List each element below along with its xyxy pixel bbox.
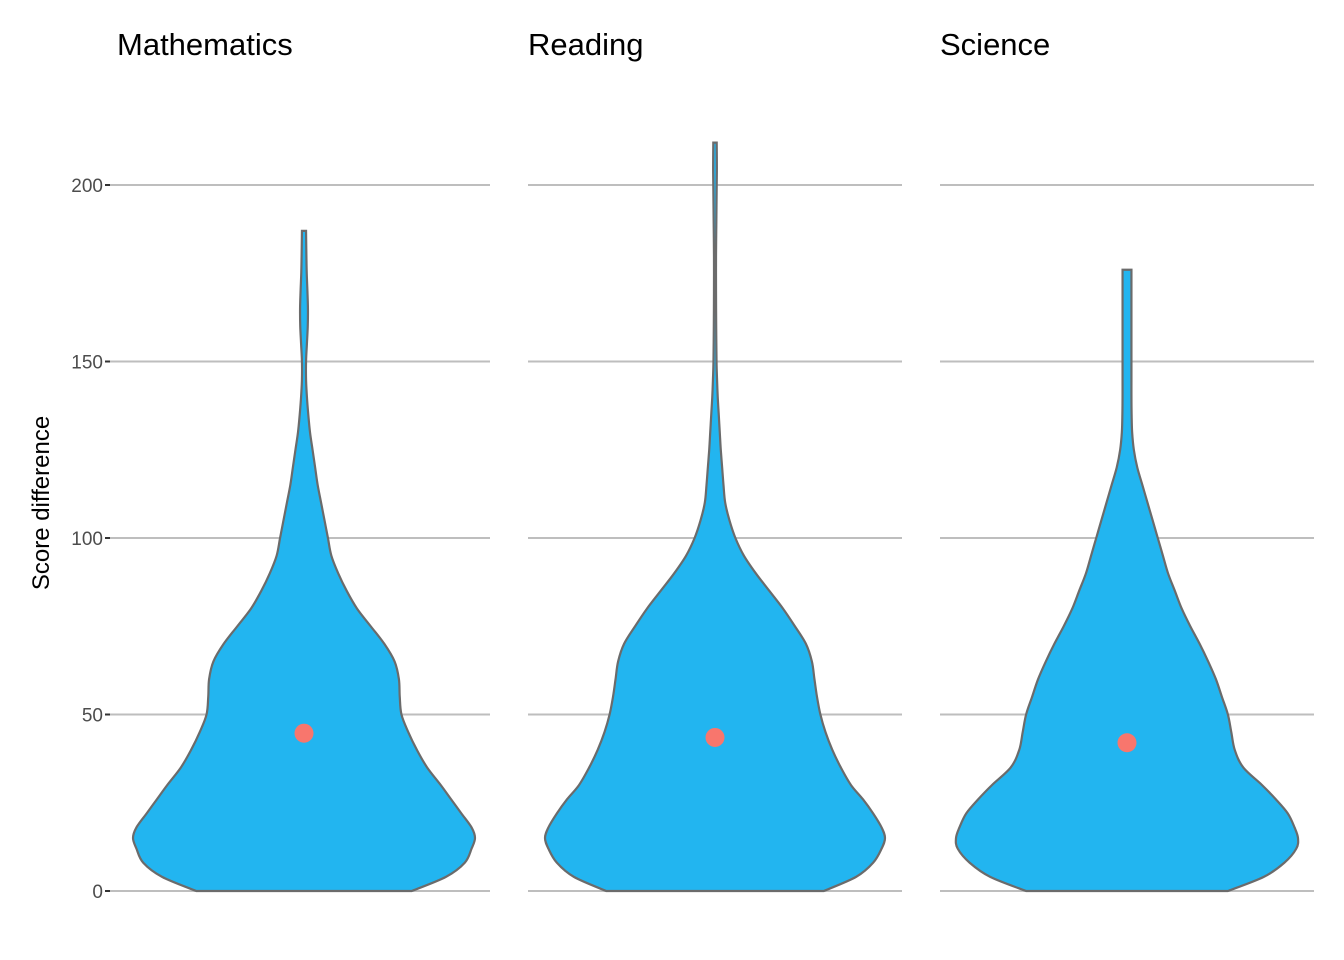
y-tick-label: 200 xyxy=(71,176,103,197)
y-tick-label: 150 xyxy=(71,353,103,374)
mean-point xyxy=(1117,733,1137,753)
panel-mathematics: Mathematics xyxy=(110,27,490,893)
panels: 0 50 100 150 200 Mathematics Reading Science xyxy=(71,27,1314,903)
y-axis: 0 50 100 150 200 xyxy=(71,176,112,903)
panel-science: Science xyxy=(940,27,1314,893)
violin-mathematics xyxy=(131,229,477,893)
violin-reading xyxy=(543,141,887,893)
panel-reading: Reading xyxy=(528,27,902,893)
panel-title: Mathematics xyxy=(117,27,293,62)
mean-point xyxy=(705,727,725,747)
y-tick-label: 100 xyxy=(71,529,103,550)
panel-title: Reading xyxy=(528,27,643,62)
y-tick-label: 0 xyxy=(92,882,103,903)
y-tick-label: 50 xyxy=(82,706,103,727)
panel-title: Science xyxy=(940,27,1050,62)
violin-science xyxy=(954,268,1300,893)
mean-point xyxy=(294,723,314,743)
y-axis-title: Score difference xyxy=(28,416,55,590)
